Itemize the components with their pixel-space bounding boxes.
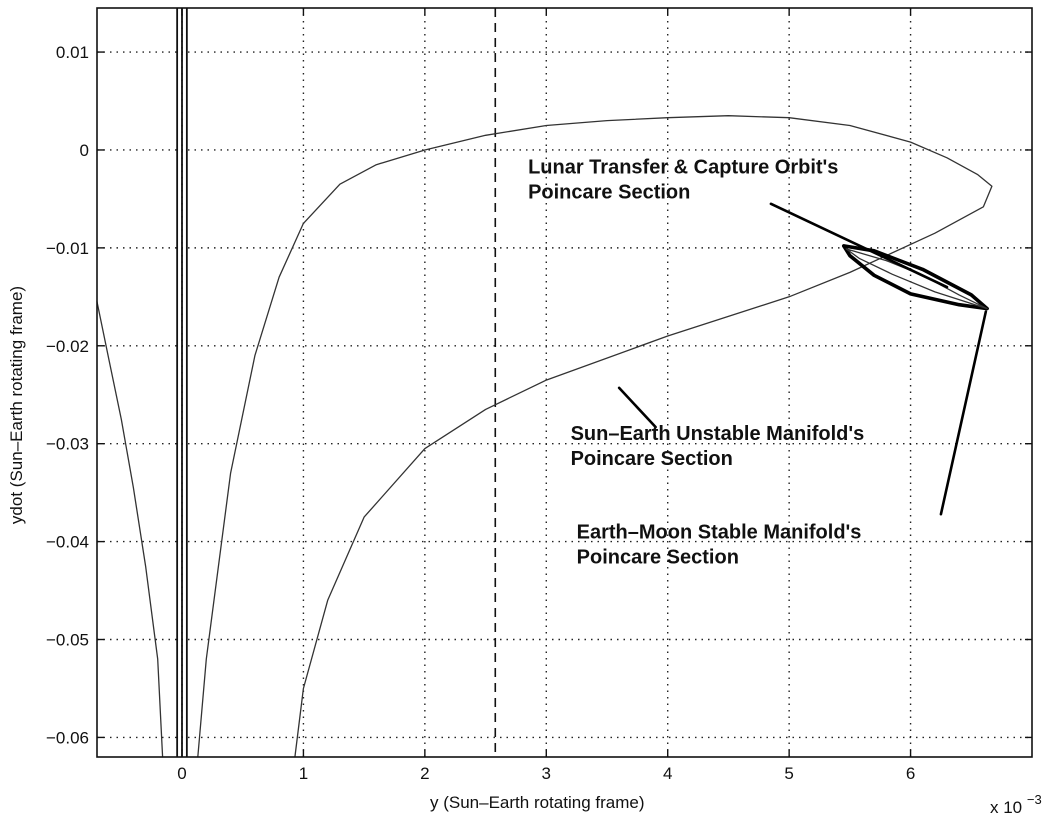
annotation-1-leader xyxy=(617,386,657,429)
annotation-1-line-0: Sun–Earth Unstable Manifold's xyxy=(571,423,865,445)
vertical-lines xyxy=(176,8,497,757)
annotation-1-line-1: Poincare Section xyxy=(571,448,733,470)
x-tick-label: 1 xyxy=(299,764,308,783)
annotation-2-leader xyxy=(939,310,988,516)
x-tick-label: 0 xyxy=(177,764,186,783)
y-tick-label: −0.04 xyxy=(46,533,89,552)
y-axis-label: ydot (Sun–Earth rotating frame) xyxy=(7,286,26,524)
x-axis-label: y (Sun–Earth rotating frame) xyxy=(430,793,644,812)
series-3-curve xyxy=(845,248,988,310)
annotation-0-line-1: Poincare Section xyxy=(528,181,690,203)
y-tick-label: 0.01 xyxy=(56,43,89,62)
x-tick-label: 6 xyxy=(906,764,915,783)
grid xyxy=(97,8,1032,757)
annotation-leaders xyxy=(617,202,988,516)
x-tick-label: 4 xyxy=(663,764,672,783)
annotation-0-leader xyxy=(769,202,949,289)
y-tick-labels: 0.01 0 −0.01 −0.02 −0.03 −0.04 −0.05 −0.06 xyxy=(46,43,89,747)
y-tick-label: −0.06 xyxy=(46,728,89,747)
series-0-curve xyxy=(96,301,164,758)
x-exponent-label: x 10 −3 xyxy=(990,792,1042,817)
annotation-2-line-0: Earth–Moon Stable Manifold's xyxy=(577,522,862,544)
x-tick-labels: 0 1 2 3 4 5 6 xyxy=(177,764,915,783)
y-tick-label: −0.03 xyxy=(46,435,89,454)
series-2-curve xyxy=(842,244,989,311)
y-tick-label: −0.01 xyxy=(46,239,89,258)
plot-area-frame xyxy=(96,7,1033,758)
annotation-0-line-0: Lunar Transfer & Capture Orbit's xyxy=(528,156,838,178)
x-tick-label: 3 xyxy=(542,764,551,783)
series-1-curve xyxy=(197,115,993,758)
y-tick-label: −0.05 xyxy=(46,631,89,650)
annotations: Lunar Transfer & Capture Orbit's Poincare… xyxy=(528,156,864,568)
x-tick-label: 5 xyxy=(784,764,793,783)
x-exponent-power: −3 xyxy=(1027,792,1042,807)
annotation-2-line-1: Poincare Section xyxy=(577,547,739,569)
y-tick-label: −0.02 xyxy=(46,337,89,356)
y-tick-label: 0 xyxy=(80,141,89,160)
x-tick-label: 2 xyxy=(420,764,429,783)
x-exponent-base: x 10 xyxy=(990,798,1022,817)
